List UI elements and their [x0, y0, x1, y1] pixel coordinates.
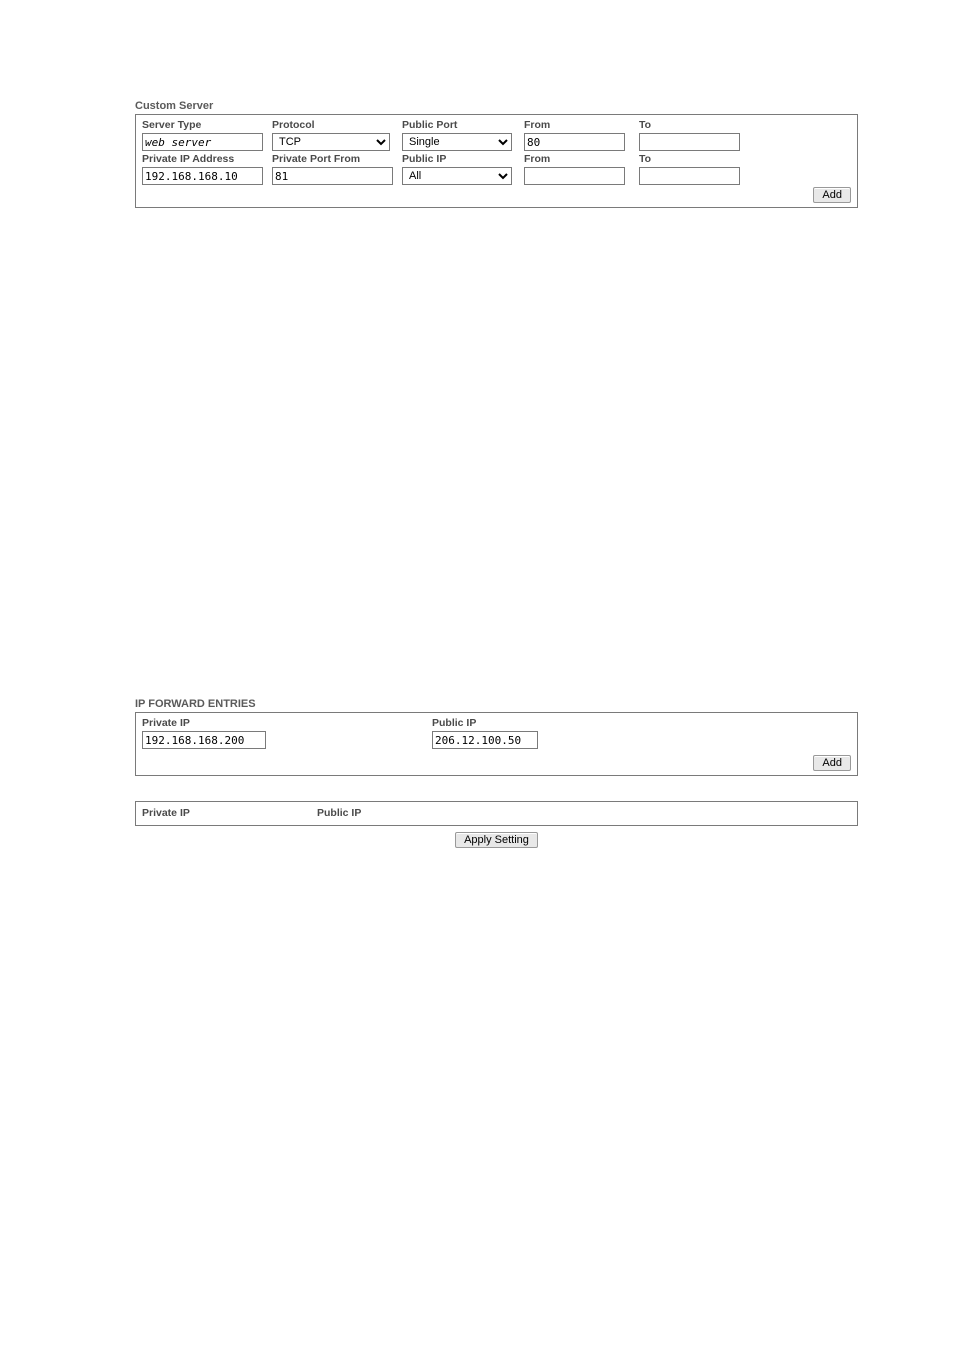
custom-server-add-button[interactable]: Add [813, 187, 851, 203]
ip-forward-title: IP FORWARD ENTRIES [135, 698, 858, 712]
ip-forward-input-row [142, 731, 851, 749]
custom-server-header-row1: Server Type Protocol Public Port From To [142, 119, 851, 131]
public-ip-label: Public IP [402, 153, 524, 165]
private-ip-address-label: Private IP Address [142, 153, 272, 165]
ip-forward-add-button[interactable]: Add [813, 755, 851, 771]
ip-forward-list-box: Private IP Public IP [135, 801, 858, 826]
custom-server-box: Server Type Protocol Public Port From To… [135, 114, 858, 208]
from2-label: From [524, 153, 639, 165]
from-input[interactable] [524, 133, 625, 151]
ipf-list-public-ip-label: Public IP [317, 807, 851, 819]
to-label: To [639, 119, 851, 131]
from2-input[interactable] [524, 167, 625, 185]
ip-forward-header-row: Private IP Public IP [142, 717, 851, 729]
server-type-label: Server Type [142, 119, 272, 131]
public-port-label: Public Port [402, 119, 524, 131]
custom-server-header-row2: Private IP Address Private Port From Pub… [142, 153, 851, 165]
custom-server-input-row2: All [142, 167, 851, 185]
ipf-private-ip-input[interactable] [142, 731, 266, 749]
ipf-list-private-ip-label: Private IP [142, 807, 317, 819]
protocol-select[interactable]: TCP [272, 133, 390, 151]
ipf-private-ip-label: Private IP [142, 717, 432, 729]
ipf-public-ip-label: Public IP [432, 717, 851, 729]
public-ip-select[interactable]: All [402, 167, 512, 185]
custom-server-section: Custom Server Server Type Protocol Publi… [135, 100, 858, 208]
ipf-public-ip-input[interactable] [432, 731, 538, 749]
to-input[interactable] [639, 133, 740, 151]
to2-label: To [639, 153, 851, 165]
private-port-from-label: Private Port From [272, 153, 402, 165]
custom-server-input-row1: TCP Single [142, 133, 851, 151]
ip-forward-section: IP FORWARD ENTRIES Private IP Public IP … [135, 698, 858, 848]
from-label: From [524, 119, 639, 131]
ip-forward-box: Private IP Public IP Add [135, 712, 858, 776]
protocol-label: Protocol [272, 119, 402, 131]
server-type-input[interactable] [142, 133, 263, 151]
private-ip-input[interactable] [142, 167, 263, 185]
public-port-select[interactable]: Single [402, 133, 512, 151]
ip-forward-list-header-row: Private IP Public IP [142, 807, 851, 819]
private-port-from-input[interactable] [272, 167, 393, 185]
to2-input[interactable] [639, 167, 740, 185]
custom-server-title: Custom Server [135, 100, 858, 114]
apply-setting-button[interactable]: Apply Setting [455, 832, 538, 848]
